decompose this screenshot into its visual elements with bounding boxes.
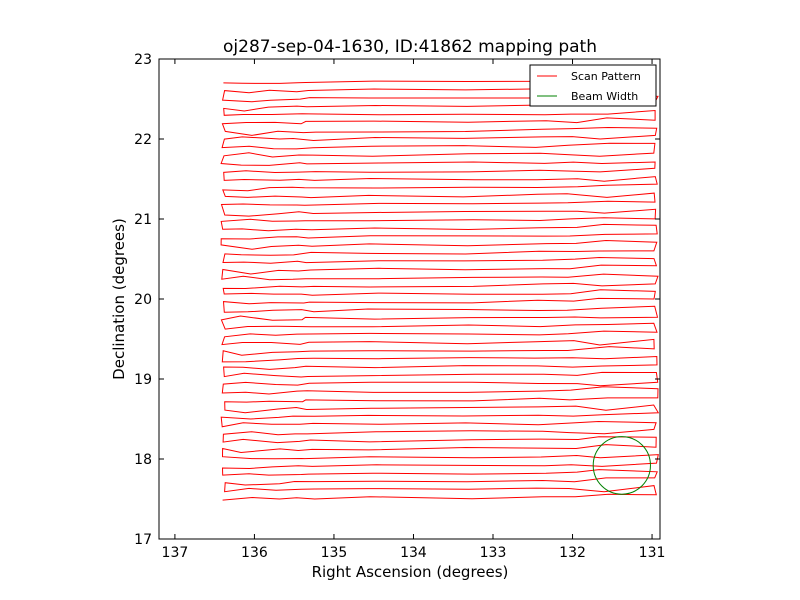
x-tick-label: 132 xyxy=(559,545,586,561)
y-tick-label: 20 xyxy=(134,292,152,308)
legend-box xyxy=(529,64,657,107)
chart-title: oj287-sep-04-1630, ID:41862 mapping path xyxy=(223,37,597,57)
x-tick-label: 137 xyxy=(162,545,189,561)
y-tick-label: 19 xyxy=(134,372,152,388)
x-tick-label: 135 xyxy=(321,545,348,561)
x-axis-ticks: 137 136 135 134 133 132 131 xyxy=(162,59,666,561)
x-tick-label: 136 xyxy=(241,545,268,561)
legend-label-beam-width: Beam Width xyxy=(571,90,638,103)
legend: Scan Pattern Beam Width xyxy=(529,64,657,107)
x-tick-label: 131 xyxy=(639,545,666,561)
x-tick-label: 134 xyxy=(400,545,427,561)
plot-content xyxy=(220,78,660,501)
y-tick-label: 18 xyxy=(134,452,152,468)
y-tick-label: 23 xyxy=(134,52,152,68)
beam-width-circle xyxy=(592,436,651,495)
y-axis-title: Declination (degrees) xyxy=(110,218,128,380)
y-tick-label: 21 xyxy=(134,212,152,228)
x-tick-label: 133 xyxy=(480,545,507,561)
legend-label-scan-pattern: Scan Pattern xyxy=(571,70,641,83)
scan-pattern-line xyxy=(220,78,660,501)
y-axis-ticks: 17 18 19 20 21 22 23 xyxy=(134,52,660,548)
y-tick-label: 17 xyxy=(134,532,152,548)
x-axis-title: Right Ascension (degrees) xyxy=(312,563,509,581)
y-tick-label: 22 xyxy=(134,132,152,148)
